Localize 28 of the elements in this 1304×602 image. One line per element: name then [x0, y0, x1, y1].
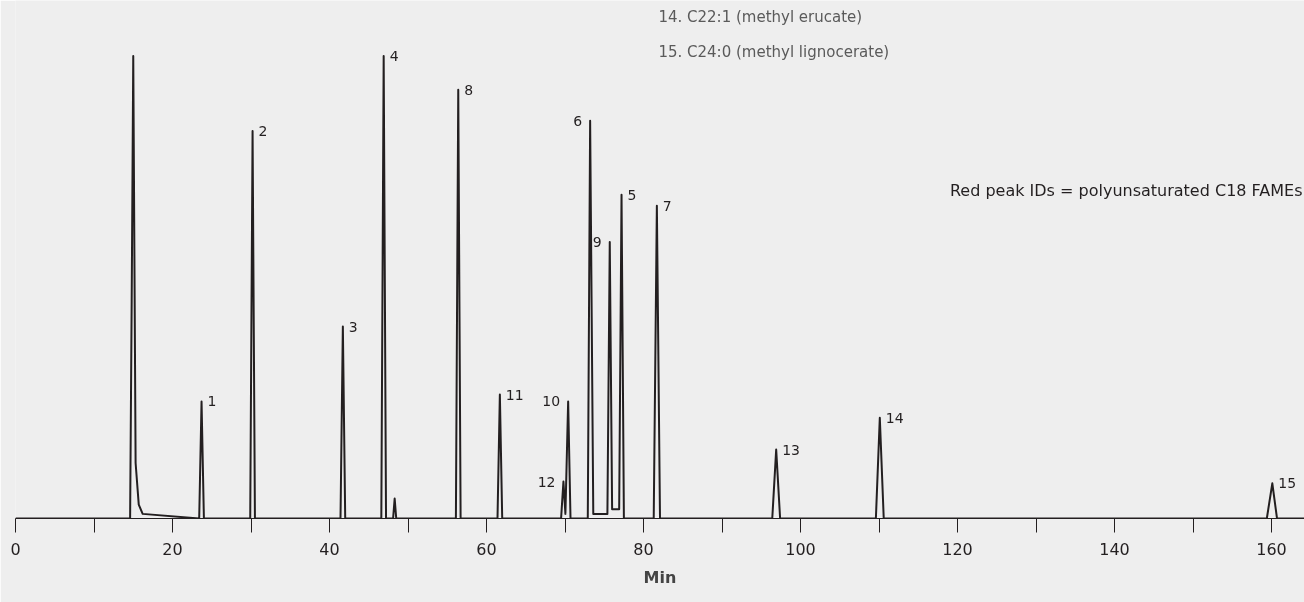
annotation: 1	[207, 393, 217, 410]
x-tick-label: 120	[942, 539, 973, 559]
x-tick-label: 20	[162, 539, 183, 559]
annotation: 7	[662, 197, 672, 214]
x-tick-label: 0	[10, 539, 21, 559]
annotation: 13	[782, 441, 801, 458]
annotation: 11	[505, 386, 524, 403]
annotation: 8	[464, 81, 474, 98]
annotation: 10	[542, 393, 561, 410]
x-tick-label: 100	[785, 539, 816, 559]
annotation: 4	[389, 48, 399, 64]
annotation: 12	[537, 473, 556, 490]
annotation: 2	[258, 122, 268, 139]
text: 14. C22:1 (methyl erucate)	[658, 7, 863, 26]
annotation: 15. C24:0 (methyl lignocerate)	[658, 43, 890, 62]
annotation: 6	[573, 112, 583, 129]
annotation: 14	[885, 409, 904, 426]
annotation: 3	[348, 318, 358, 335]
x-tick-label: 160	[1256, 539, 1287, 559]
annotation: Red peak IDs = polyunsaturated C18 FAMEs	[949, 180, 1303, 200]
annotation: 5	[627, 186, 637, 203]
annotation: 9	[592, 233, 602, 250]
x-tick-label: 60	[476, 539, 497, 559]
x-tick-label: 80	[633, 539, 654, 559]
x-axis-title: Min	[643, 567, 677, 587]
annotation: 15	[1278, 475, 1297, 492]
x-tick-label: 40	[319, 539, 340, 559]
x-tick-label: 140	[1099, 539, 1130, 559]
